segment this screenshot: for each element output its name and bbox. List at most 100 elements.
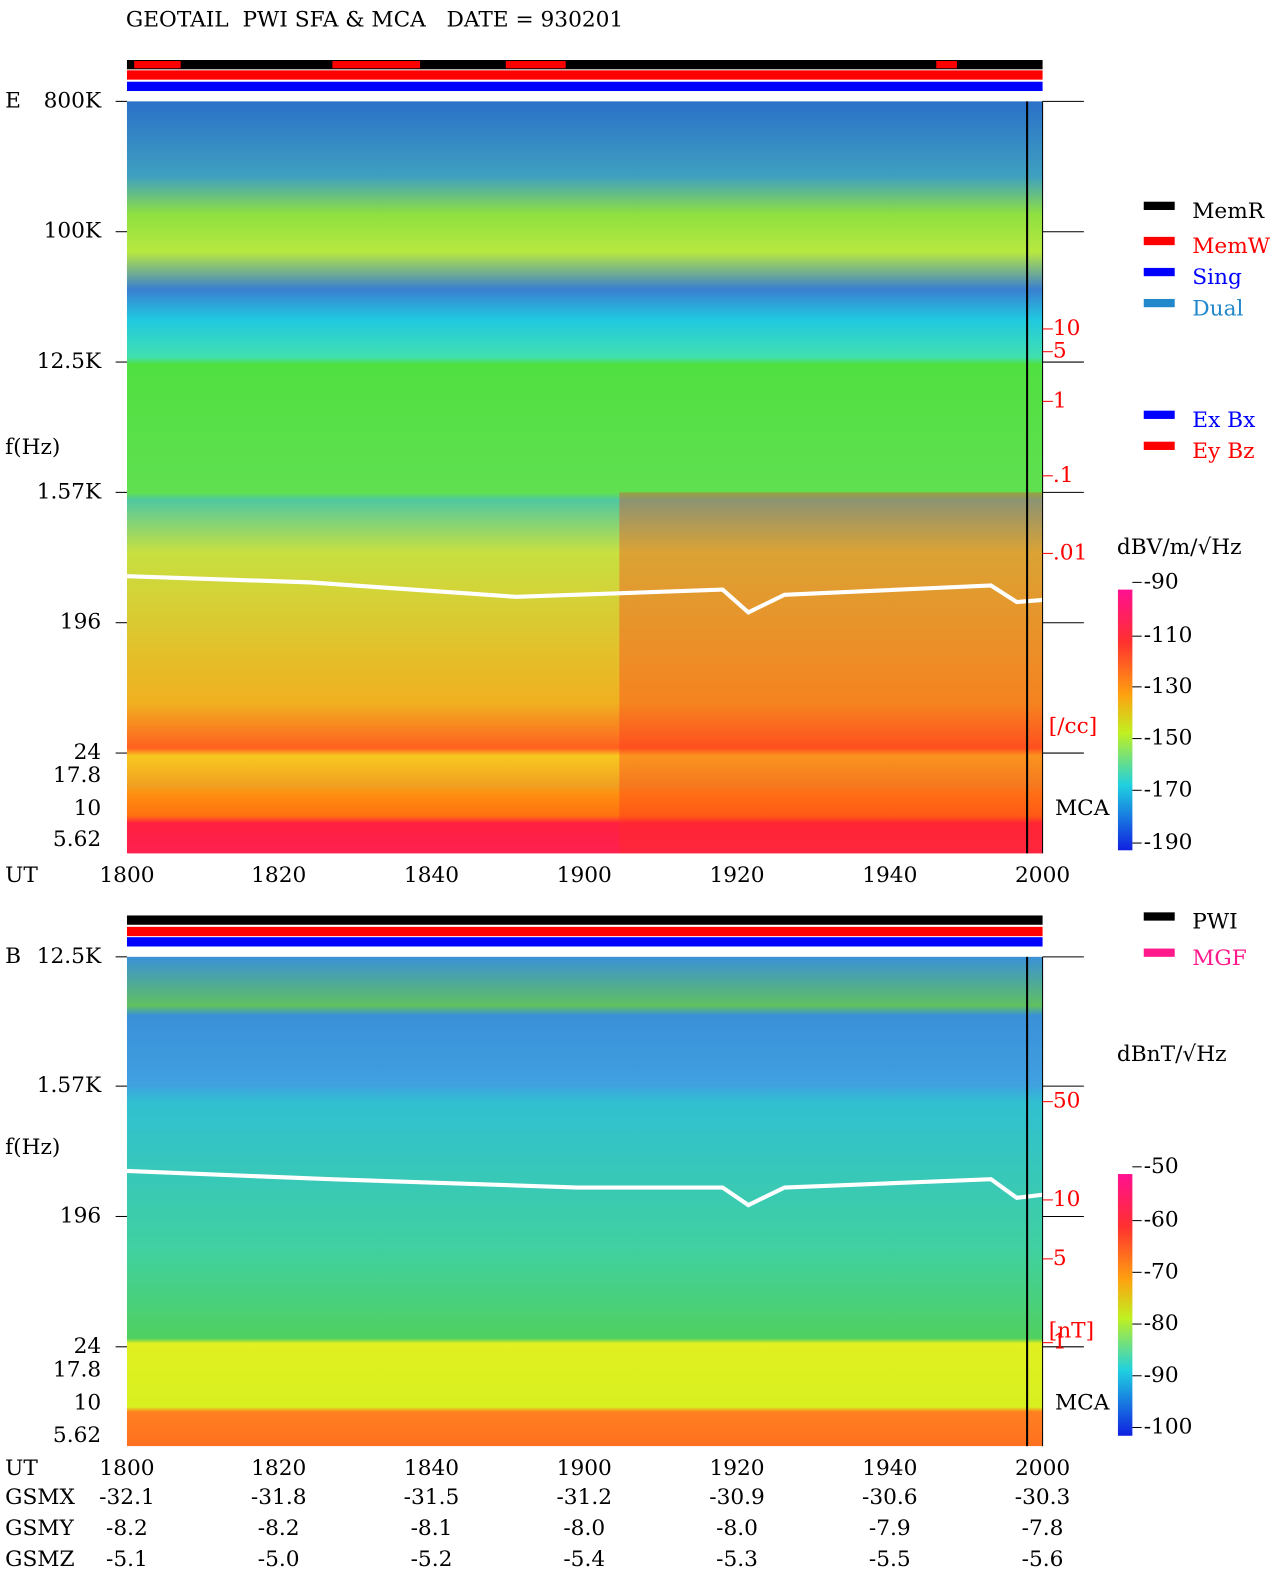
y-tick-label: 1.57K (37, 1073, 102, 1098)
y-tick-label: 10 (74, 796, 102, 821)
static-layout (126, 59, 1133, 1447)
status-bar (126, 926, 1043, 937)
density-tick-label: 50 (1053, 1089, 1081, 1114)
orbit-label: GSMY (5, 1516, 74, 1541)
legend-label: MemW (1192, 234, 1271, 259)
y-tick-label: 24 (74, 1334, 102, 1359)
spectrogram-b (126, 956, 1043, 1447)
orbit-value: -31.2 (556, 1485, 612, 1510)
title: GEOTAIL PWI SFA & MCA DATE = 930201 (126, 8, 623, 33)
colorbar-unit: dBV/m/√Hz (1117, 535, 1242, 560)
density-tick-label: 10 (1053, 1187, 1081, 1212)
y-tick-label: 100K (44, 219, 102, 244)
x-tick-label: 1800 (99, 1456, 154, 1481)
orbit-label: GSMZ (5, 1547, 74, 1572)
x-axis-title: UT (5, 1456, 38, 1481)
spectrogram-e-enhancement (619, 492, 1043, 854)
orbit-value: -31.8 (251, 1485, 307, 1510)
orbit-value: -8.2 (258, 1516, 300, 1541)
orbit-value: -7.8 (1022, 1516, 1064, 1541)
colorbar-tick-label: -150 (1144, 726, 1193, 751)
y-tick-label: 1.57K (37, 479, 102, 504)
mca-label: MCA (1055, 796, 1110, 821)
y-tick-label: 10 (74, 1391, 102, 1416)
orbit-label: GSMX (5, 1485, 75, 1510)
colorbar-tick-label: -80 (1144, 1311, 1179, 1336)
y-tick-label: 196 (60, 610, 101, 635)
orbit-value: -5.2 (411, 1547, 453, 1572)
orbit-value: -5.0 (258, 1547, 300, 1572)
colorbar-tick-label: -170 (1144, 777, 1193, 802)
status-seg (332, 61, 421, 69)
legend-label: MGF (1192, 946, 1247, 971)
density-tick-label: .01 (1053, 540, 1087, 565)
x-tick-label: 1920 (709, 1456, 764, 1481)
plasma-line-b (126, 1168, 1043, 1208)
mca-label: MCA (1055, 1391, 1110, 1416)
x-tick-label: 1840 (404, 863, 459, 888)
y-tick-label: 24 (74, 740, 102, 765)
legend-label: Ey Bz (1192, 439, 1254, 464)
y-axis-title: f(Hz) (5, 1135, 60, 1160)
orbit-value: -8.0 (716, 1516, 758, 1541)
legend-swatch (1143, 410, 1175, 419)
colorbar-tick-label: -90 (1144, 569, 1179, 594)
colorbar-tick-label: -110 (1144, 623, 1193, 648)
status-bar (126, 915, 1043, 925)
orbit-value: -31.5 (404, 1485, 460, 1510)
density-unit: [/cc] (1049, 714, 1097, 739)
orbit-value: -8.1 (411, 1516, 453, 1541)
orbit-value: -8.2 (106, 1516, 148, 1541)
y-tick-label: 12.5K (37, 944, 102, 969)
x-tick-label: 2000 (1015, 863, 1070, 888)
y-axis-title: f(Hz) (5, 435, 60, 460)
legend-label: Ex Bx (1192, 408, 1255, 433)
orbit-value: -8.0 (563, 1516, 605, 1541)
orbit-value: -5.5 (869, 1547, 911, 1572)
legend-swatch (1143, 298, 1175, 308)
colorbar (1117, 1174, 1133, 1436)
orbit-value: -5.1 (106, 1547, 148, 1572)
legend-swatch (1143, 236, 1175, 246)
colorbar-tick-label: -190 (1144, 830, 1193, 855)
legend-swatch (1143, 267, 1175, 277)
legend-swatch (1143, 201, 1175, 210)
x-axis-title: UT (5, 863, 38, 888)
colorbar-tick-label: -90 (1144, 1363, 1179, 1388)
status-seg (936, 61, 957, 69)
spectrogram-e (126, 101, 1043, 854)
x-tick-label: 1840 (404, 1456, 459, 1481)
colorbar-tick-label: -50 (1144, 1154, 1179, 1179)
status-bar (126, 70, 1043, 80)
y-tick-label: 196 (60, 1203, 101, 1228)
orbit-value: -30.9 (709, 1485, 765, 1510)
density-unit: [nT] (1049, 1318, 1094, 1343)
orbit-value: -5.3 (716, 1547, 758, 1572)
x-tick-label: 1820 (251, 863, 306, 888)
status-bar (126, 937, 1043, 947)
density-tick-label: 1 (1053, 388, 1067, 413)
legend-label: Sing (1192, 265, 1242, 290)
orbit-value: -32.1 (99, 1485, 155, 1510)
x-tick-label: 2000 (1015, 1456, 1070, 1481)
density-tick-label: 5 (1053, 1246, 1067, 1271)
panel-label: E (5, 88, 21, 113)
colorbar-tick-label: -60 (1144, 1208, 1179, 1233)
colorbar-tick-label: -100 (1144, 1414, 1193, 1439)
status-bar (126, 81, 1043, 92)
y-tick-label: 17.8 (53, 763, 101, 788)
y-tick-label: 5.62 (53, 827, 101, 852)
legend-swatch (1143, 441, 1175, 450)
orbit-value: -7.9 (869, 1516, 911, 1541)
orbit-value: -30.3 (1015, 1485, 1071, 1510)
x-tick-label: 1900 (557, 863, 612, 888)
legend-swatch (1143, 912, 1175, 921)
status-bar (126, 59, 1043, 70)
density-tick-label: .1 (1053, 463, 1074, 488)
colorbar-unit: dBnT/√Hz (1117, 1042, 1227, 1067)
x-tick-label: 1800 (99, 863, 154, 888)
status-seg (505, 61, 566, 69)
y-tick-label: 800K (44, 88, 102, 113)
